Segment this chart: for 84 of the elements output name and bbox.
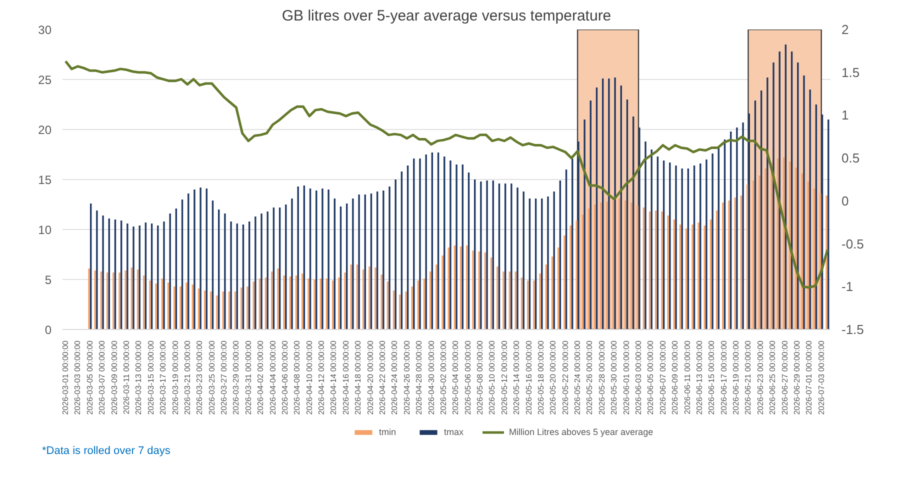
x-tick-label: 2026-03-29 00:00:00 [232,340,241,415]
y-tick-label: 15 [38,173,52,187]
x-tick-label: 2026-06-07 00:00:00 [658,340,668,415]
x-tick-label: 2026-06-05 00:00:00 [646,340,656,415]
x-tick-label: 2026-04-14 00:00:00 [329,340,338,415]
x-tick-label: 2026-03-23 00:00:00 [195,340,204,415]
x-tick-label: 2026-04-10 00:00:00 [304,340,314,415]
x-tick-label: 2026-06-01 00:00:00 [622,340,631,415]
x-tick-label: 2026-03-09 00:00:00 [110,340,119,415]
y2-tick-label: 2 [842,22,849,37]
x-tick-label: 2026-04-08 00:00:00 [292,340,302,415]
legend-label: Million Litres aboves 5 year average [509,427,654,437]
y2-tick-label: 1 [842,108,849,123]
x-tick-label: 2026-04-24 00:00:00 [390,340,400,415]
x-tick-label: 2026-05-24 00:00:00 [573,340,582,415]
x-tick-label: 2026-04-04 00:00:00 [268,340,278,415]
x-tick-label: 2026-05-14 00:00:00 [512,340,522,415]
chart-title: GB litres over 5-year average versus temperature [282,8,612,24]
x-tick-label: 2026-06-21 00:00:00 [744,340,753,415]
x-tick-label: 2026-05-04 00:00:00 [451,340,460,415]
y2-tick-label: -0.5 [842,236,864,252]
x-tick-label: 2026-05-30 00:00:00 [610,340,619,415]
x-tick-label: 2026-04-28 00:00:00 [414,340,424,415]
x-tick-label: 2026-06-11 00:00:00 [682,340,692,414]
x-tick-label: 2026-03-31 00:00:00 [244,340,253,415]
y-tick-label: 30 [38,23,52,37]
x-tick-label: 2026-05-02 00:00:00 [438,340,448,415]
x-tick-label: 2026-04-20 00:00:00 [366,340,375,415]
x-tick-label: 2026-04-26 00:00:00 [402,340,412,415]
x-tick-label: 2026-05-16 00:00:00 [524,340,534,415]
x-tick-label: 2026-03-13 00:00:00 [134,340,144,415]
x-tick-label: 2026-03-25 00:00:00 [207,340,216,415]
y-tick-label: 25 [38,73,52,87]
x-tick-label: 2026-07-01 00:00:00 [804,340,814,415]
x-tick-label: 2026-04-22 00:00:00 [378,340,387,415]
x-tick-label: 2026-06-19 00:00:00 [732,340,741,415]
y-tick-label: 5 [44,273,52,287]
y2-tick-label: 0 [842,193,849,208]
x-tick-label: 2026-05-06 00:00:00 [463,340,472,415]
x-tick-label: 2026-05-28 00:00:00 [597,340,606,415]
x-tick-label: 2026-05-18 00:00:00 [536,340,546,415]
x-tick-label: 2026-04-18 00:00:00 [354,340,363,415]
x-tick-label: 2026-06-27 00:00:00 [780,340,790,415]
x-tick-label: 2026-06-25 00:00:00 [768,340,778,415]
x-tick-label: 2026-03-19 00:00:00 [170,340,180,415]
y-tick-label: 20 [38,123,52,137]
x-tick-label: 2026-03-05 00:00:00 [85,340,94,415]
x-tick-label: 2026-06-09 00:00:00 [670,340,680,415]
x-tick-label: 2026-04-30 00:00:00 [426,340,436,415]
text: *Data is rolled over 7 days [42,444,170,459]
x-tick-label: 2026-06-15 00:00:00 [707,340,716,415]
x-tick-label: 2026-05-12 00:00:00 [500,340,509,415]
x-tick-label: 2026-05-08 00:00:00 [476,340,485,415]
x-tick-label: 2026-03-27 00:00:00 [220,340,229,415]
x-tick-label: 2026-04-06 00:00:00 [280,340,290,415]
x-tick-label: 2026-06-23 00:00:00 [756,340,765,415]
x-tick-label: 2026-03-07 00:00:00 [98,340,107,415]
y-tick-label: 10 [38,223,52,237]
x-tick-label: 2026-04-12 00:00:00 [317,340,326,415]
x-tick-label: 2026-06-03 00:00:00 [634,340,643,415]
legend-label: tmax [444,427,464,437]
x-tick-label: 2026-03-17 00:00:00 [158,340,168,415]
x-tick-label: 2026-03-01 00:00:00 [61,340,70,415]
x-tick-label: 2026-07-03 00:00:00 [816,340,826,415]
y2-tick-label: 1.5 [842,64,860,80]
x-tick-label: 2026-06-17 00:00:00 [719,340,728,415]
x-tick-label: 2026-05-22 00:00:00 [560,340,570,415]
y2-tick-label: 0.5 [842,150,860,166]
x-tick-label: 2026-03-11 00:00:00 [122,340,131,414]
x-tick-label: 2026-03-03 00:00:00 [73,340,82,415]
x-tick-label: 2026-04-02 00:00:00 [256,340,266,415]
line-series [64,60,829,289]
y2-tick-label: -1.5 [842,322,864,337]
x-tick-label: 2026-05-20 00:00:00 [548,340,558,415]
x-tick-label: 2026-06-13 00:00:00 [694,340,704,415]
x-tick-label: 2026-03-21 00:00:00 [182,340,192,415]
y-tick-label: 0 [44,323,52,337]
legend-label: tmin [379,427,398,437]
y2-tick-label: -1 [842,279,854,294]
x-tick-label: 2026-06-29 00:00:00 [792,340,802,415]
x-tick-label: 2026-03-15 00:00:00 [146,340,156,415]
x-tick-label: 2026-05-26 00:00:00 [585,340,594,415]
x-tick-label: 2026-05-10 00:00:00 [488,340,497,415]
x-tick-label: 2026-04-16 00:00:00 [341,340,350,415]
